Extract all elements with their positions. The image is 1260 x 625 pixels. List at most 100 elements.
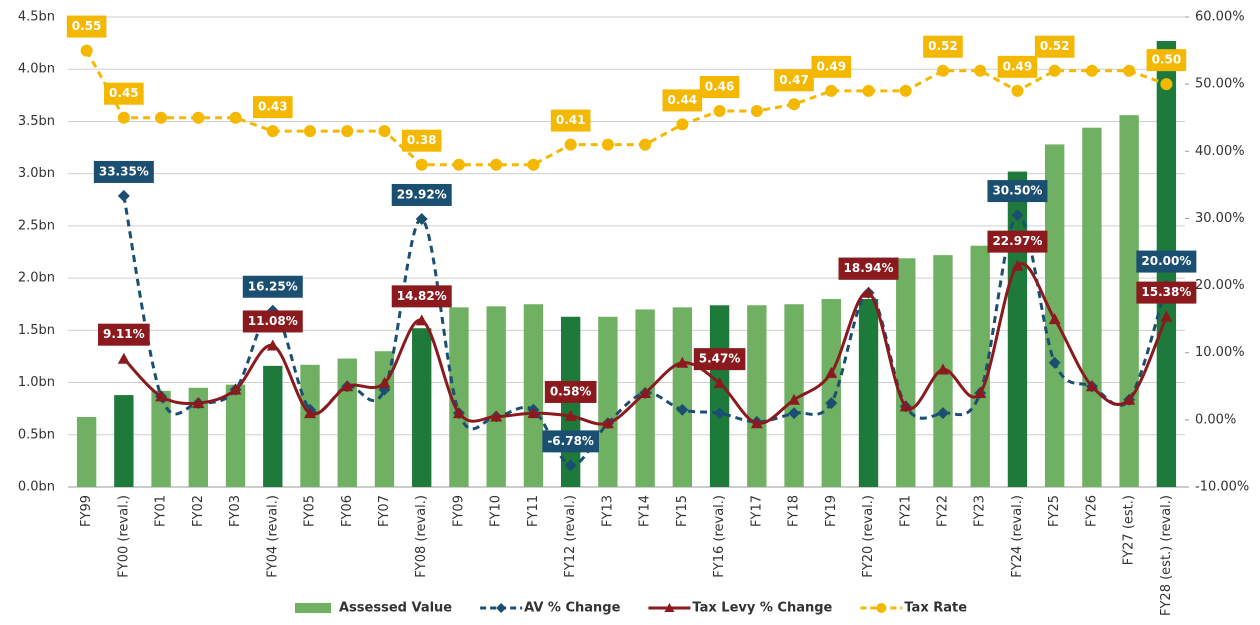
marker (378, 125, 391, 138)
data-label-text: 18.94% (844, 261, 894, 275)
marker (341, 125, 354, 138)
y-tick-label: 0.0bn (18, 480, 55, 495)
marker (639, 138, 652, 151)
data-label-text: 30.50% (992, 184, 1042, 198)
data-label: 0.47 (774, 69, 814, 92)
marker (341, 380, 354, 392)
data-label: 5.47% (693, 348, 746, 371)
bar (858, 299, 879, 487)
marker (192, 397, 205, 409)
y-tick-label: 3.0bn (18, 166, 55, 181)
legend-label: Tax Rate (904, 601, 967, 616)
marker (899, 400, 912, 412)
data-label-text: 0.58% (550, 384, 592, 398)
y2-tick-label: -10.00% (1195, 480, 1249, 495)
data-label-text: 0.49 (1003, 59, 1033, 73)
x-tick-label: FY03 (228, 495, 243, 527)
data-label: 0.38 (401, 129, 442, 152)
bar (970, 245, 990, 487)
data-label-box (66, 15, 107, 38)
x-tick-label: FY19 (824, 495, 839, 527)
marker (378, 376, 391, 388)
y2-tick-label: 60.00% (1195, 10, 1245, 25)
bar (709, 305, 730, 487)
marker (527, 407, 540, 419)
marker (1011, 259, 1024, 271)
data-label-text: 20.00% (1141, 254, 1191, 268)
marker (713, 105, 726, 117)
data-label-box (252, 96, 293, 119)
y-tick-label: 4.0bn (18, 62, 55, 77)
marker (415, 314, 428, 326)
data-label: 0.45 (104, 82, 144, 105)
data-label-box (242, 310, 303, 333)
data-label-text: 0.46 (705, 80, 735, 94)
data-label-text: 0.55 (72, 19, 102, 33)
data-label-text: 14.82% (397, 289, 447, 303)
marker (266, 125, 279, 138)
data-label: 0.50 (1146, 49, 1187, 72)
marker (862, 286, 875, 298)
data-label: 18.94% (838, 257, 899, 280)
data-label-text: 0.52 (1040, 39, 1070, 53)
data-label: 0.43 (252, 96, 293, 119)
marker (862, 84, 875, 97)
marker (825, 84, 838, 97)
line (122, 262, 1168, 426)
data-label-text: 0.50 (1152, 53, 1182, 67)
data-label: 14.82% (391, 285, 452, 308)
x-tick-label: FY05 (303, 495, 318, 527)
data-label-box (242, 275, 303, 298)
data-label: 30.50% (987, 180, 1048, 203)
y-tick-label: 0.5bn (18, 427, 55, 442)
bar (821, 299, 841, 487)
marker (117, 111, 130, 124)
data-label-text: 15.38% (1141, 285, 1191, 299)
y2-tick-label: 0.00% (1195, 412, 1236, 427)
data-label: 11.08% (242, 310, 303, 333)
data-label-text: -6.78% (547, 434, 594, 448)
marker (155, 390, 168, 402)
data-label-box (997, 55, 1038, 78)
marker (899, 84, 912, 97)
marker (601, 417, 614, 429)
x-tick-label: FY22 (935, 495, 950, 527)
data-label-box (544, 380, 597, 403)
data-label-box (1136, 281, 1197, 304)
data-label: -6.78% (542, 430, 599, 453)
bar (188, 387, 208, 487)
x-tick-label: FY25 (1047, 495, 1062, 527)
marker (639, 387, 652, 398)
marker (936, 407, 949, 420)
marker (676, 118, 689, 131)
x-tick-label: FY02 (191, 495, 206, 527)
x-tick-label: FY24 (reval.) (1010, 495, 1025, 578)
data-label: 33.35% (93, 160, 154, 183)
marker (788, 98, 801, 111)
data-label: 0.52 (1034, 35, 1075, 58)
marker (155, 111, 168, 124)
x-tick-label: FY14 (638, 495, 653, 527)
data-label-text: 0.41 (556, 113, 586, 127)
marker (192, 111, 205, 124)
bar (896, 258, 916, 487)
x-tick-label: FY11 (526, 495, 541, 527)
data-label-text: 22.97% (992, 234, 1042, 248)
marker (490, 158, 503, 171)
marker (564, 459, 577, 472)
marker (974, 64, 987, 77)
marker (676, 403, 689, 416)
data-label-box (1034, 35, 1075, 58)
x-tick-label: FY12 (reval.) (563, 495, 578, 578)
data-label-box (542, 430, 599, 453)
x-tick-label: FY06 (340, 495, 355, 527)
x-tick-label: FY16 (reval.) (712, 495, 727, 578)
bar (598, 316, 618, 487)
marker (713, 407, 726, 420)
marker (936, 363, 949, 375)
data-label: 0.58% (544, 380, 597, 403)
bar (337, 358, 357, 487)
data-label-text: 0.45 (109, 86, 139, 100)
data-label-text: 0.38 (407, 133, 437, 147)
marker (527, 158, 540, 171)
